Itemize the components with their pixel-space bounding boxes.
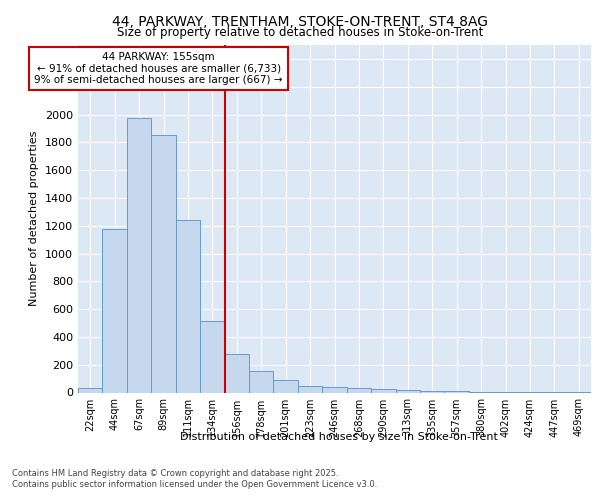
Bar bbox=[322, 386, 347, 392]
Bar bbox=[249, 371, 274, 392]
Bar bbox=[395, 390, 420, 392]
Bar bbox=[176, 220, 200, 392]
Text: Contains public sector information licensed under the Open Government Licence v3: Contains public sector information licen… bbox=[12, 480, 377, 489]
Text: Distribution of detached houses by size in Stoke-on-Trent: Distribution of detached houses by size … bbox=[180, 432, 498, 442]
Bar bbox=[78, 388, 103, 392]
Bar bbox=[127, 118, 151, 392]
Bar bbox=[200, 321, 224, 392]
Text: 44, PARKWAY, TRENTHAM, STOKE-ON-TRENT, ST4 8AG: 44, PARKWAY, TRENTHAM, STOKE-ON-TRENT, S… bbox=[112, 15, 488, 29]
Bar bbox=[420, 391, 445, 392]
Bar bbox=[103, 229, 127, 392]
Bar bbox=[151, 136, 176, 392]
Text: Size of property relative to detached houses in Stoke-on-Trent: Size of property relative to detached ho… bbox=[117, 26, 483, 39]
Bar bbox=[274, 380, 298, 392]
Bar bbox=[224, 354, 249, 393]
Y-axis label: Number of detached properties: Number of detached properties bbox=[29, 131, 40, 306]
Text: Contains HM Land Registry data © Crown copyright and database right 2025.: Contains HM Land Registry data © Crown c… bbox=[12, 469, 338, 478]
Bar bbox=[347, 388, 371, 392]
Text: 44 PARKWAY: 155sqm
← 91% of detached houses are smaller (6,733)
9% of semi-detac: 44 PARKWAY: 155sqm ← 91% of detached hou… bbox=[34, 52, 283, 85]
Bar bbox=[371, 390, 395, 392]
Bar bbox=[298, 386, 322, 392]
